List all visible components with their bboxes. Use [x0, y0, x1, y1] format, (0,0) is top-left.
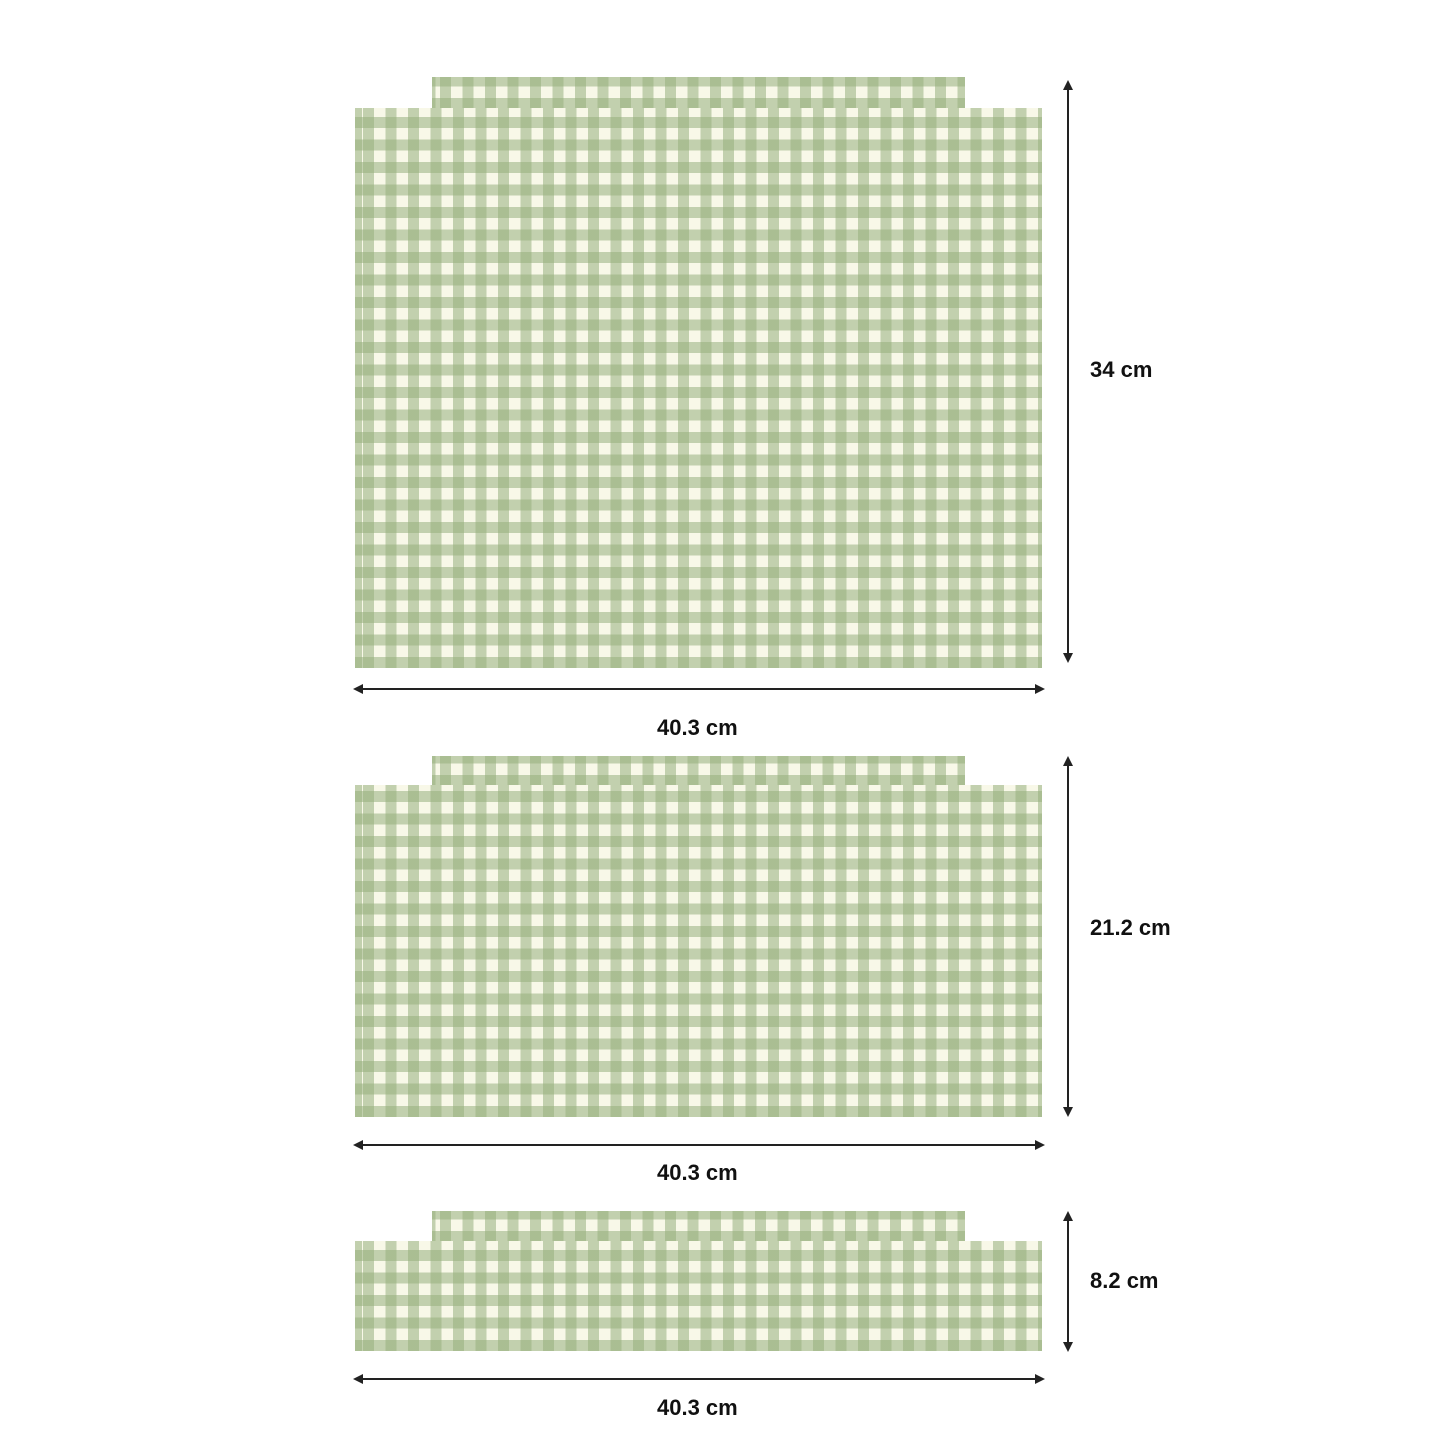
arrow-head-icon: [1063, 1107, 1073, 1117]
width-arrow: [357, 1378, 1040, 1380]
panel-small-tab: [432, 1211, 965, 1242]
height-label: 8.2 cm: [1090, 1268, 1159, 1293]
panel-large-body: [355, 108, 1042, 668]
arrow-head-icon: [1035, 1140, 1045, 1150]
width-label: 40.3 cm: [657, 1395, 738, 1420]
height-label: 34 cm: [1090, 357, 1153, 382]
arrow-head-icon: [1063, 80, 1073, 90]
panel-medium-tab: [432, 756, 965, 786]
arrow-head-icon: [353, 1374, 363, 1384]
panel-small-body: [355, 1241, 1042, 1351]
height-label: 21.2 cm: [1090, 915, 1171, 940]
arrow-head-icon: [1063, 653, 1073, 663]
arrow-head-icon: [1063, 756, 1073, 766]
arrow-head-icon: [353, 684, 363, 694]
height-arrow: [1067, 764, 1069, 1110]
height-arrow: [1067, 86, 1069, 658]
width-arrow: [357, 1144, 1040, 1146]
arrow-head-icon: [1035, 684, 1045, 694]
width-arrow: [357, 688, 1040, 690]
height-arrow: [1067, 1219, 1069, 1345]
arrow-head-icon: [1035, 1374, 1045, 1384]
width-label: 40.3 cm: [657, 715, 738, 740]
arrow-head-icon: [1063, 1342, 1073, 1352]
width-label: 40.3 cm: [657, 1160, 738, 1185]
panel-medium-body: [355, 785, 1042, 1117]
panel-large-tab: [432, 77, 965, 109]
arrow-head-icon: [1063, 1211, 1073, 1221]
arrow-head-icon: [353, 1140, 363, 1150]
